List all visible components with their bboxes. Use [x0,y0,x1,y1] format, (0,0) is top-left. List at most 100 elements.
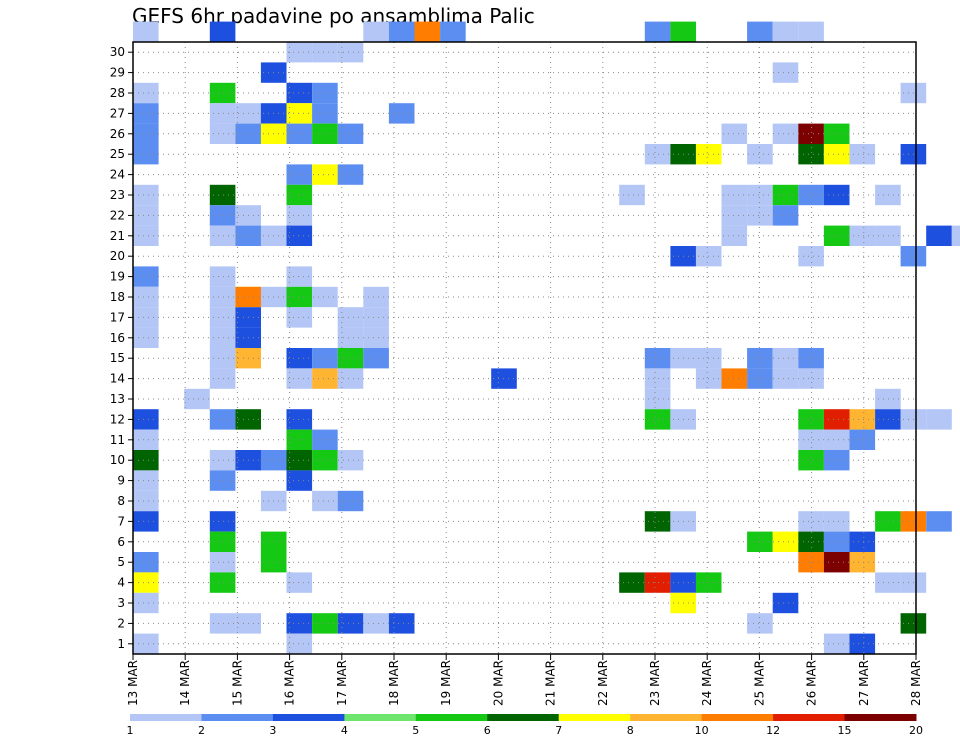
heatmap-cell [286,266,313,287]
heatmap-cell [849,531,876,552]
heatmap-cell [644,368,671,389]
heatmap-cell [875,409,901,430]
x-tick-label: 21 MAR [544,660,558,706]
y-tick-label: 16 [110,331,125,345]
heatmap-cell [133,511,159,532]
y-tick-label: 30 [110,45,125,59]
heatmap-cell [388,613,415,634]
heatmap-cell [772,123,799,144]
heatmap-cell [337,123,364,144]
plot-frame [132,41,917,655]
heatmap-cell [875,184,901,206]
colorbar-segment [201,714,274,721]
heatmap-cell [312,368,338,389]
colorbar-label: 6 [484,724,491,737]
heatmap-cell [133,490,159,512]
heatmap-cell [312,164,338,185]
heatmap-cell [823,429,850,450]
heatmap-cell [414,21,441,42]
heatmap-cell [747,613,773,634]
colorbar-segment [773,714,846,721]
y-tick-label: 7 [117,514,125,528]
heatmap-cell [286,307,313,328]
heatmap-cell [772,184,799,206]
heatmap-cell [644,348,671,369]
heatmap-cell [133,266,159,287]
heatmap-cell [823,531,850,552]
heatmap-cell [772,348,799,369]
heatmap-cell [798,511,824,532]
x-tick-label: 26 MAR [805,660,819,706]
y-tick-label: 27 [110,106,125,120]
y-tick-label: 17 [110,310,125,324]
y-tick-label: 10 [110,453,125,467]
heatmap-cell [747,205,773,226]
heatmap-cell [337,490,364,512]
colorbar-segment [130,714,202,721]
y-tick-label: 11 [110,433,125,447]
heatmap-cell [721,225,748,246]
y-tick-label: 13 [110,392,125,406]
heatmap-cell [644,21,671,42]
heatmap-cell [798,531,824,552]
x-tick-label: 28 MAR [909,660,923,706]
y-tick-label: 19 [110,270,125,284]
heatmap-cell [286,633,313,654]
heatmap-cell [337,307,364,328]
heatmap-cell [133,205,159,226]
heatmap-cell [772,368,799,389]
heatmap-cell [823,552,850,573]
heatmap-cell [133,21,159,42]
heatmap-cell [388,103,415,124]
heatmap-cell [209,552,236,573]
colorbar-segment [415,714,488,721]
heatmap-cell [133,633,159,654]
heatmap-cell [312,429,338,450]
heatmap-cell [747,531,773,552]
colorbar-label: 12 [766,724,780,737]
heatmap-cell [798,348,824,369]
heatmap-cell [286,470,313,491]
heatmap-cell [926,511,952,532]
heatmap-cell [337,327,364,348]
heatmap-cell [312,82,338,104]
chart-title: GEFS 6hr padavine po ansamblima Palic [132,4,535,28]
heatmap-cell [209,531,236,552]
heatmap-cell [875,572,901,593]
heatmap-cell [875,511,901,532]
heatmap-cell [721,123,748,144]
heatmap-cell [798,123,824,144]
y-tick-label: 28 [110,86,125,100]
heatmap-cell [644,144,671,165]
colorbar-label: 2 [198,724,205,737]
colorbar-segment [344,714,417,721]
heatmap-cell [209,205,236,226]
heatmap-cell [133,327,159,348]
heatmap-cell [721,205,748,226]
heatmap-cell [798,409,824,430]
heatmap-cell [875,388,901,410]
heatmap-cell [312,490,338,512]
heatmap-cell [644,511,671,532]
heatmap-cell [312,103,338,124]
colorbar-segment [630,714,703,721]
grid-lines [133,42,916,654]
heatmap-cell [133,592,159,614]
heatmap-cell [337,348,364,369]
heatmap-cell [133,450,159,471]
heatmap-cell [337,368,364,389]
y-tick-label: 5 [117,555,125,569]
heatmap-cell [798,246,824,267]
heatmap-cell [133,103,159,124]
x-tick-label: 24 MAR [700,660,714,706]
heatmap-cell [286,409,313,430]
heatmap-cell [337,613,364,634]
heatmap-cell [209,123,236,144]
heatmap-cell [209,286,236,308]
heatmap-cell [721,368,748,389]
y-tick-label: 21 [110,229,125,243]
heatmap-cell [388,21,415,42]
heatmap-cell [363,286,389,308]
heatmap-cell [823,225,850,246]
y-tick-label: 25 [110,147,125,161]
